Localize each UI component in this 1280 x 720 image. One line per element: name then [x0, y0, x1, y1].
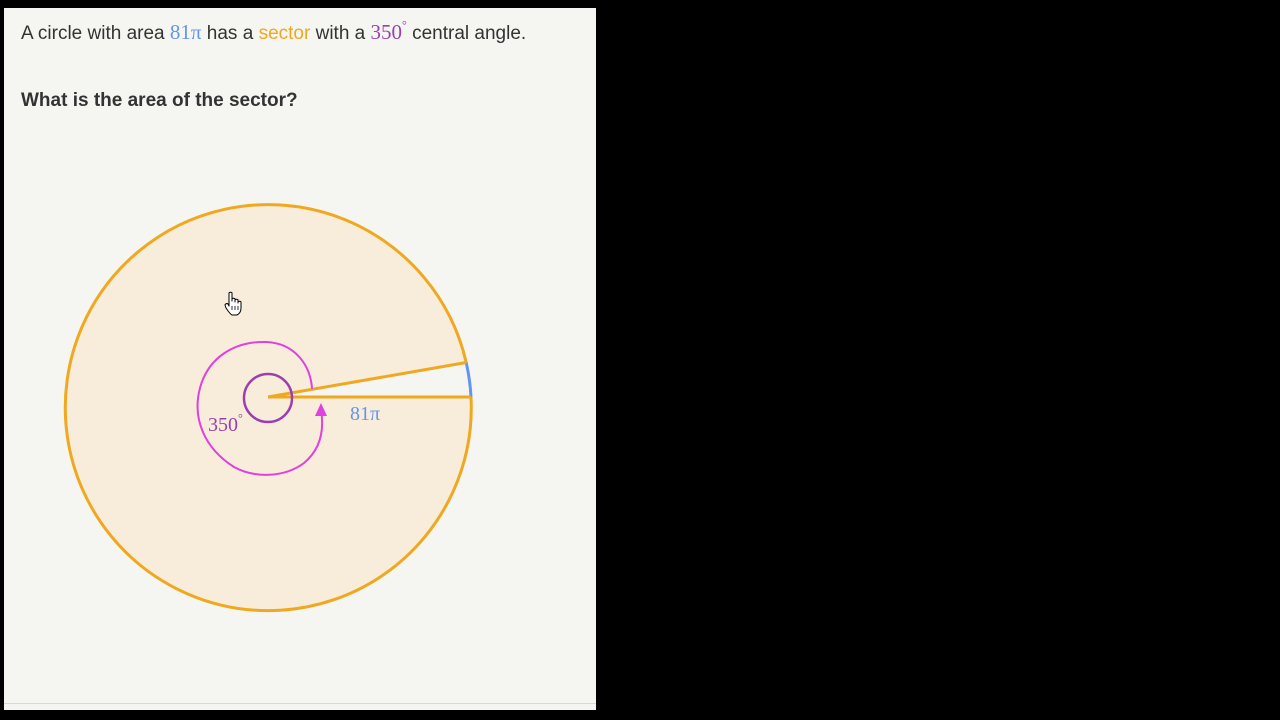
problem-text-1: A circle with area	[21, 23, 170, 44]
problem-text-3: with a	[310, 23, 371, 44]
problem-statement: A circle with area 81π has a sector with…	[21, 18, 527, 45]
angle-label: 350°	[208, 411, 243, 436]
arrow-head-icon	[315, 403, 327, 416]
angle-marker	[242, 372, 294, 424]
sector-radius-upper	[267, 361, 467, 399]
sector-arc	[63, 203, 473, 613]
sector-word: sector	[258, 23, 311, 44]
problem-text-2: has a	[201, 23, 259, 44]
central-angle-value: 350°	[370, 18, 407, 44]
circle-area-value: 81π	[169, 20, 202, 44]
sector-diagram: 350° 81π	[63, 203, 473, 613]
panel-divider	[4, 703, 596, 704]
exercise-panel: A circle with area 81π has a sector with…	[4, 8, 596, 710]
angle-direction-arrow	[196, 340, 324, 476]
question-text: What is the area of the sector?	[21, 90, 298, 111]
central-angle-degree: °	[402, 18, 407, 32]
gap-arc	[464, 362, 473, 398]
hand-pointer-icon	[224, 291, 242, 316]
central-angle-number: 350	[370, 20, 403, 44]
problem-text-4: central angle.	[406, 23, 527, 44]
sector-shape	[65, 204, 472, 611]
area-label: 81π	[350, 403, 380, 425]
